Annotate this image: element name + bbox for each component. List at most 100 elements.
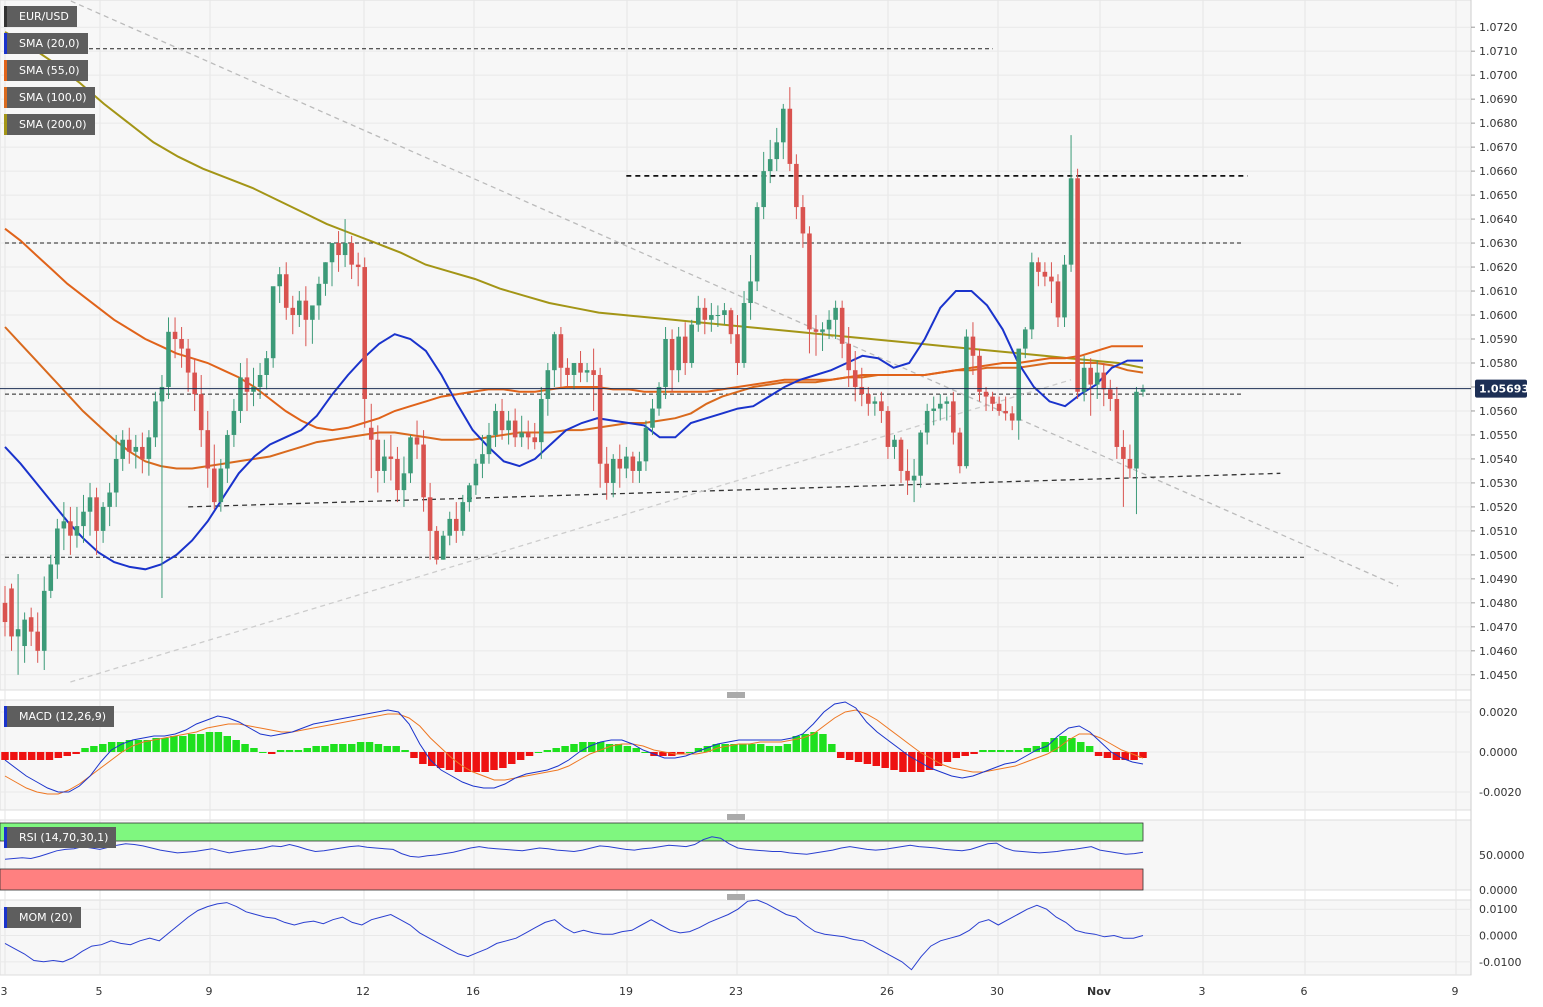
y-tick-label: 1.0720 (1479, 21, 1518, 34)
candle-body (120, 439, 126, 459)
legend-tag-macd[interactable]: MACD (12,26,9) (4, 706, 115, 727)
candle-body (323, 262, 328, 284)
macd-histogram-bar (694, 748, 703, 752)
candle-body (846, 343, 851, 371)
sma20-line (4, 290, 1143, 571)
candle-body (329, 243, 335, 263)
candle-body (964, 336, 969, 467)
candle-body (571, 362, 577, 375)
legend-tag-sma20[interactable]: SMA (20,0) (4, 33, 88, 54)
y-tick-label: 1.0450 (1479, 669, 1518, 682)
trendline (66, 0, 1399, 587)
candle-body (231, 410, 237, 435)
x-tick-label: 26 (880, 985, 894, 998)
legend-tag-rsi[interactable]: RSI (14,70,30,1) (4, 827, 117, 848)
macd-histogram-bar (45, 752, 54, 760)
candle-body (1029, 262, 1035, 330)
macd-histogram-bar (579, 742, 587, 752)
legend-tag-mom[interactable]: MOM (20) (4, 907, 81, 928)
candle-body (303, 300, 309, 320)
macd-histogram-bar (854, 752, 863, 762)
candle-body (539, 398, 544, 443)
macd-histogram-bar (605, 744, 614, 752)
candle-body (87, 497, 93, 512)
macd-histogram-bar (267, 752, 276, 754)
candle-body (1101, 372, 1107, 390)
candle-body (140, 446, 145, 459)
macd-line (4, 701, 1144, 793)
macd-histogram-bar (1130, 752, 1138, 760)
macd-y-tick-label: 0.0000 (1479, 746, 1518, 759)
candle-body (695, 307, 701, 325)
macd-histogram-bar (481, 752, 489, 772)
candle-body (1114, 398, 1120, 447)
candle-body (290, 307, 296, 316)
macd-histogram-bar (1023, 748, 1032, 752)
candle-body (153, 401, 158, 438)
x-tick-label: 9 (1452, 985, 1459, 998)
candle-body (434, 530, 439, 560)
candle-body (741, 303, 747, 363)
candle-body (833, 307, 838, 320)
macd-histogram-bar (952, 752, 961, 758)
legend-tag-symbol[interactable]: EUR/USD (4, 6, 77, 27)
candle-body (316, 283, 322, 306)
macd-histogram-bar (321, 746, 329, 752)
macd-histogram-bar (721, 744, 729, 752)
candle-body (192, 372, 197, 395)
candle-body (709, 315, 714, 320)
macd-histogram-bar (63, 752, 71, 756)
candle-body (682, 336, 688, 363)
macd-histogram-bar (179, 736, 187, 752)
y-tick-label: 1.0510 (1479, 525, 1518, 538)
candle-body (977, 355, 982, 392)
candle-body (885, 410, 891, 447)
macd-histogram-bar (54, 752, 63, 758)
y-tick-label: 1.0580 (1479, 357, 1518, 370)
candle-body (1075, 178, 1080, 392)
macd-histogram-bar (881, 752, 889, 768)
macd-histogram-bar (676, 752, 685, 754)
candle-body (1094, 372, 1100, 385)
legend-tag-sma55[interactable]: SMA (55,0) (4, 60, 88, 81)
y-tick-label: 1.0680 (1479, 117, 1518, 130)
legend-tag-sma200[interactable]: SMA (200,0) (4, 114, 95, 135)
macd-histogram-bar (161, 738, 169, 752)
candle-body (931, 408, 937, 411)
candle-body (859, 386, 865, 395)
macd-histogram-bar (836, 752, 845, 758)
candle-body (911, 475, 917, 481)
macd-histogram-bar (392, 746, 400, 752)
x-tick-label: 23 (729, 985, 743, 998)
candle-body (748, 281, 753, 304)
y-tick-label: 1.0640 (1479, 213, 1518, 226)
candle-body (754, 207, 760, 282)
candle-body (395, 458, 400, 491)
candle-body (820, 329, 825, 332)
legend-tag-sma100[interactable]: SMA (100,0) (4, 87, 95, 108)
candle-body (336, 243, 341, 256)
macd-histogram-bar (116, 742, 125, 752)
macd-histogram-bar (1103, 752, 1112, 758)
candle-body (283, 274, 289, 308)
candle-body (473, 463, 479, 486)
candle-body (656, 386, 662, 409)
candle-body (1121, 446, 1126, 459)
candle-body (578, 362, 583, 373)
candle-body (225, 434, 230, 469)
macd-histogram-bar (214, 732, 223, 752)
candle-body (355, 264, 361, 268)
candle-body (349, 243, 354, 265)
macd-histogram-bar (472, 752, 480, 772)
candle-body (421, 444, 426, 498)
macd-histogram-bar (828, 744, 836, 752)
candle-body (382, 456, 387, 471)
candle-body (794, 163, 799, 208)
macd-histogram-bar (19, 752, 27, 760)
candle-body (297, 300, 302, 316)
candle-body (61, 521, 67, 529)
macd-histogram-bar (170, 736, 178, 752)
candle-body (591, 370, 596, 375)
